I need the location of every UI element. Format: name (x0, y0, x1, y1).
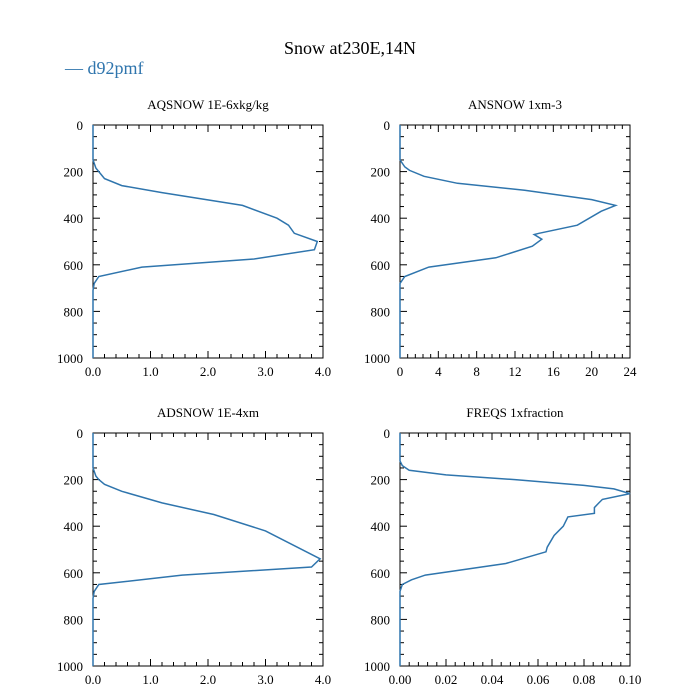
panel-1: AQSNOW 1E-6xkg/kg 0.0 1.0 2.0 3.0 4.0 0 200 400 6… (57, 97, 331, 379)
legend-label: — d92pmf (64, 58, 144, 78)
x-tick-label: 20 (585, 364, 598, 379)
series-line-d92pmf (399, 433, 631, 666)
x-tick-label: 24 (624, 364, 638, 379)
x-tick-label: 0.04 (481, 672, 504, 687)
x-tick-label: 0 (397, 364, 404, 379)
y-tick-label: 800 (371, 304, 391, 319)
y-tick-label: 1000 (364, 659, 390, 674)
x-tick-label: 0.06 (527, 672, 550, 687)
figure-title: Snow at230E,14N (284, 38, 416, 58)
y-tick-label: 400 (64, 211, 84, 226)
panel-4: FREQS 1xfraction 0.00 0.02 0.04 0.06 0.08 0.10… (364, 405, 641, 687)
x-tick-label: 4.0 (315, 364, 331, 379)
y-tick-label: 400 (64, 519, 84, 534)
y-tick-label: 600 (371, 566, 391, 581)
panel-title: AQSNOW 1E-6xkg/kg (147, 97, 269, 112)
y-tick-label: 600 (64, 258, 84, 273)
y-tick-label: 1000 (57, 659, 83, 674)
x-tick-label: 0.0 (85, 364, 101, 379)
x-tick-label: 0.02 (435, 672, 458, 687)
y-tick-label: 800 (64, 612, 84, 627)
y-tick-label: 0 (384, 426, 391, 441)
x-tick-label: 16 (547, 364, 561, 379)
y-tick-label: 0 (77, 426, 84, 441)
y-tick-label: 600 (371, 258, 391, 273)
x-tick-label: 2.0 (200, 672, 216, 687)
panel-3: ADSNOW 1E-4xm 0.0 1.0 2.0 3.0 4.0 0 200 400 600 80… (57, 405, 331, 687)
x-tick-label: 4.0 (315, 672, 331, 687)
x-tick-label: 0.10 (619, 672, 642, 687)
x-tick-label: 8 (473, 364, 480, 379)
y-tick-label: 0 (77, 118, 84, 133)
panel-title: FREQS 1xfraction (466, 405, 564, 420)
legend: — d92pmf (64, 58, 144, 78)
x-tick-label: 3.0 (257, 364, 273, 379)
y-tick-label: 400 (371, 519, 391, 534)
series-line-d92pmf (92, 125, 319, 358)
y-tick-label: 200 (64, 165, 84, 180)
plot-frame (399, 124, 631, 359)
panel-title: ADSNOW 1E-4xm (157, 405, 259, 420)
plot-frame (92, 432, 324, 667)
x-tick-label: 4 (435, 364, 442, 379)
panel-title: ANSNOW 1xm-3 (468, 97, 562, 112)
y-tick-label: 600 (64, 566, 84, 581)
x-tick-label: 3.0 (257, 672, 273, 687)
series-line-d92pmf (92, 433, 322, 666)
y-tick-label: 0 (384, 118, 391, 133)
y-tick-label: 200 (371, 165, 391, 180)
x-tick-label: 12 (509, 364, 522, 379)
series-line-d92pmf (399, 125, 619, 358)
y-tick-label: 1000 (57, 351, 83, 366)
panel-2: ANSNOW 1xm-3 0 4 8 12 16 20 24 0 200 400 600 800 1000 (364, 97, 637, 379)
plot-frame (92, 124, 324, 359)
panels: AQSNOW 1E-6xkg/kg0.0 1.0 2.0 3.0 4.002004006… (57, 97, 641, 687)
x-tick-label: 0.08 (573, 672, 596, 687)
x-tick-label: 0.0 (85, 672, 101, 687)
y-tick-label: 800 (64, 304, 84, 319)
y-tick-label: 400 (371, 211, 391, 226)
x-tick-label: 1.0 (142, 672, 158, 687)
y-tick-label: 800 (371, 612, 391, 627)
plot-frame (399, 432, 631, 667)
y-tick-label: 1000 (364, 351, 390, 366)
x-tick-label: 0.00 (389, 672, 412, 687)
x-tick-label: 2.0 (200, 364, 216, 379)
x-tick-label: 1.0 (142, 364, 158, 379)
y-tick-label: 200 (371, 473, 391, 488)
y-tick-label: 200 (64, 473, 84, 488)
